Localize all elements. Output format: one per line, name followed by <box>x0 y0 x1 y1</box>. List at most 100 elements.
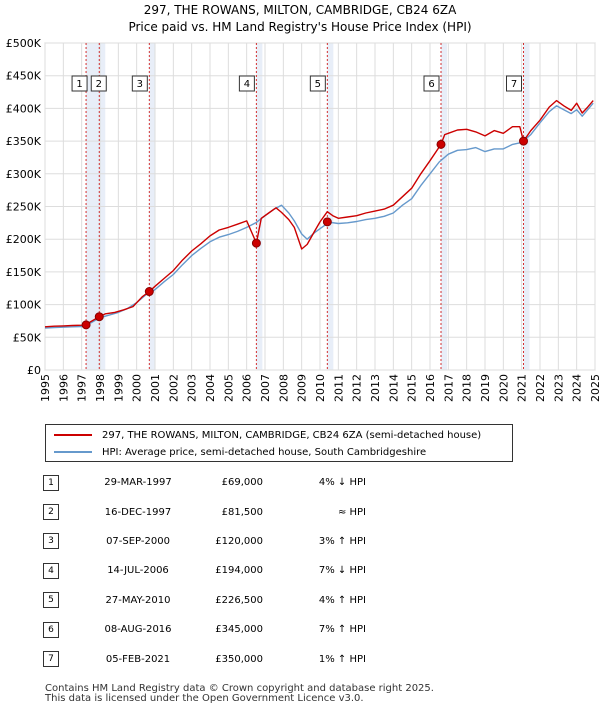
sale-number-label: 7 <box>511 79 517 90</box>
x-tick-label: 2010 <box>314 374 327 402</box>
x-tick-label: 2019 <box>479 374 492 402</box>
sale-number-badge: 1 <box>43 474 59 491</box>
x-tick-label: 2002 <box>167 374 180 402</box>
sale-number-box-frame <box>506 75 522 92</box>
sale-number-box-frame <box>71 75 88 92</box>
sale-number-badge: 5 <box>43 592 59 609</box>
sale-point <box>322 217 332 227</box>
sale-number-badge: 3 <box>43 533 59 550</box>
attribution-line-1: Contains HM Land Registry data © Crown c… <box>45 683 434 694</box>
x-tick-label: 2001 <box>149 374 162 402</box>
sale-date: 29-MAR-1997 <box>104 477 172 489</box>
sale-price: £120,000 <box>215 535 263 547</box>
table-row: 4 14-JUL-2006 £194,000 7% ↓ HPI <box>43 556 366 585</box>
sale-hpi-relation: 7% ↓ HPI <box>318 565 366 577</box>
x-tick-label: 2005 <box>222 374 235 402</box>
sale-hpi-relation: ≈ HPI <box>337 506 366 518</box>
table-row: 7 05-FEB-2021 £350,000 1% ↑ HPI <box>43 644 366 673</box>
y-tick-label: £350K <box>6 135 42 148</box>
chart-subtitle: Price paid vs. HM Land Registry's House … <box>128 20 472 34</box>
sale-number-box: 5 <box>309 75 326 92</box>
sale-price: £194,000 <box>215 565 263 577</box>
x-tick-label: 1998 <box>94 374 107 402</box>
sale-price: £69,000 <box>221 477 263 489</box>
x-tick-label: 2024 <box>571 374 584 402</box>
x-tick-label: 2008 <box>277 374 290 402</box>
x-tick-label: 2006 <box>241 374 254 402</box>
y-tick-label: £100K <box>6 299 42 312</box>
sale-number-label: 1 <box>76 79 82 90</box>
sale-price: £81,500 <box>221 506 263 518</box>
y-tick-label: £0 <box>27 364 41 377</box>
sale-number-badge: 2 <box>43 504 59 521</box>
x-tick-label: 2011 <box>332 374 345 402</box>
sale-number-label: 3 <box>137 79 143 90</box>
y-tick-label: £300K <box>6 168 42 181</box>
sale-point <box>519 136 528 146</box>
table-row: 5 27-MAY-2010 £226,500 4% ↑ HPI <box>43 586 366 615</box>
y-tick-label: £50K <box>13 331 42 344</box>
x-tick-label: 1996 <box>57 374 70 402</box>
hpi-series-line <box>44 102 594 329</box>
price-chart: £0 £50K £100K £150K £200K £250K £300K £350K £400… <box>6 37 600 402</box>
sale-hpi-relation: 4% ↓ HPI <box>318 477 366 489</box>
sale-number-box: 6 <box>423 75 440 92</box>
sale-number-badge: 4 <box>43 562 59 579</box>
sale-point <box>94 312 104 322</box>
sale-number-label: 4 <box>244 79 250 90</box>
x-tick-label: 1997 <box>76 374 89 402</box>
sale-date: 16-DEC-1997 <box>104 506 172 518</box>
sale-number-box: 3 <box>131 75 148 92</box>
x-tick-label: 2009 <box>296 374 309 402</box>
sale-number-box: 4 <box>238 75 255 92</box>
legend-swatch-hpi <box>54 451 92 453</box>
x-tick-label: 2023 <box>552 374 565 402</box>
x-tick-label: 2013 <box>369 374 382 402</box>
x-tick-label: 2000 <box>131 374 144 402</box>
sale-number-label: 2 <box>96 79 102 90</box>
x-tick-label: 1999 <box>112 374 125 402</box>
y-tick-label: £450K <box>6 70 42 83</box>
sale-number-box: 7 <box>506 75 522 92</box>
x-tick-label: 2015 <box>406 374 419 402</box>
legend-item-hpi: HPI: Average price, semi-detached house,… <box>54 444 426 460</box>
sale-date: 27-MAY-2010 <box>105 594 171 606</box>
x-tick-label: 2014 <box>387 374 400 402</box>
sale-number-box-frame <box>423 75 440 92</box>
table-row: 1 29-MAR-1997 £69,000 4% ↓ HPI <box>43 468 366 497</box>
sales-table: 1 29-MAR-1997 £69,000 4% ↓ HPI 2 16-DEC-… <box>43 468 366 674</box>
sale-number-box: 2 <box>90 75 107 92</box>
sale-number-label: 6 <box>428 79 434 90</box>
y-tick-label: £500K <box>6 37 42 50</box>
y-tick-label: £150K <box>6 266 42 279</box>
sale-number-box-frame <box>309 75 326 92</box>
sale-point <box>144 287 154 297</box>
sale-point <box>436 139 446 149</box>
legend-swatch-property <box>54 434 92 436</box>
x-tick-label: 2020 <box>497 374 510 402</box>
attribution-line-2: This data is licensed under the Open Gov… <box>45 693 364 704</box>
attribution-footer: Contains HM Land Registry data © Crown c… <box>45 684 434 704</box>
table-row: 2 16-DEC-1997 £81,500 ≈ HPI <box>43 497 366 526</box>
property-series-line <box>44 99 594 328</box>
x-tick-label: 2025 <box>589 374 600 402</box>
legend-label-property: 297, THE ROWANS, MILTON, CAMBRIDGE, CB24… <box>102 429 482 441</box>
x-tick-label: 2016 <box>424 374 437 402</box>
chart-title: 297, THE ROWANS, MILTON, CAMBRIDGE, CB24… <box>143 3 457 17</box>
y-tick-label: £200K <box>6 233 42 246</box>
sale-date: 08-AUG-2016 <box>104 624 172 636</box>
sale-point <box>251 238 261 248</box>
legend-label-hpi: HPI: Average price, semi-detached house,… <box>102 446 427 458</box>
sale-number-label: 5 <box>315 79 321 90</box>
sale-price: £345,000 <box>215 624 263 636</box>
sale-hpi-relation: 7% ↑ HPI <box>318 624 366 636</box>
x-tick-label: 2004 <box>204 374 217 402</box>
y-tick-label: £400K <box>6 102 42 115</box>
sale-price: £226,500 <box>215 594 263 606</box>
sale-number-box-frame <box>238 75 255 92</box>
sale-date: 14-JUL-2006 <box>107 565 169 577</box>
sale-point <box>81 320 91 330</box>
x-tick-label: 2017 <box>442 374 455 402</box>
legend-item-property: 297, THE ROWANS, MILTON, CAMBRIDGE, CB24… <box>54 427 481 443</box>
sale-number-badge: 7 <box>43 651 59 668</box>
